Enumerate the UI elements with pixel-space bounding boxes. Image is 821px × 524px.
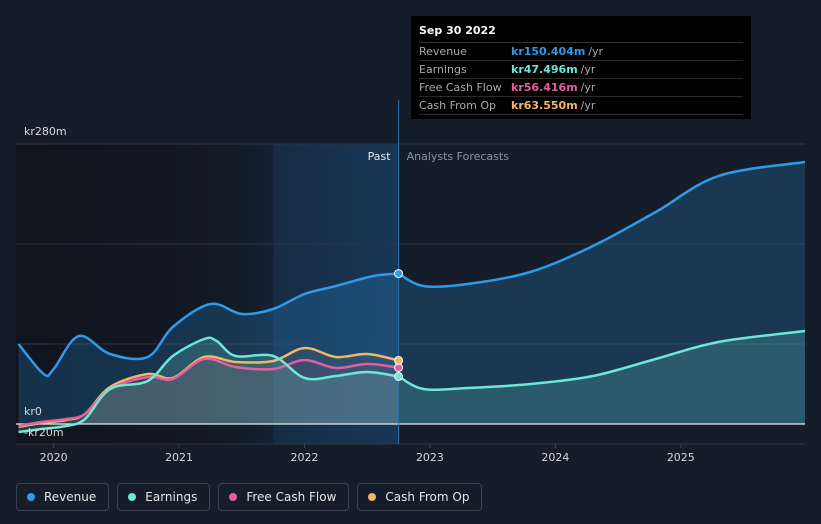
- marker-revenue: [394, 269, 404, 279]
- forecast-label: Analysts Forecasts: [407, 150, 510, 163]
- legend-revenue[interactable]: Revenue: [16, 483, 110, 511]
- earnings-dot-icon: [128, 493, 137, 501]
- tooltip-label: Cash From Op: [419, 99, 497, 112]
- tooltip: Sep 30 2022 Revenue kr150.404m /yr Earni…: [411, 16, 751, 119]
- past-region: [16, 144, 399, 444]
- x-tick-label: 2025: [667, 451, 695, 464]
- legend-label: Free Cash Flow: [246, 490, 337, 504]
- series-area-free-cash-flow: [18, 358, 399, 426]
- tooltip-unit: /yr: [588, 45, 604, 58]
- tooltip-unit: /yr: [580, 99, 596, 112]
- series-line-free-cash-flow: [18, 357, 399, 428]
- x-tick-label: 2023: [416, 451, 444, 464]
- series-area-cash-from-op: [18, 347, 399, 427]
- tooltip-row-cfo: Cash From Op kr63.550m /yr: [419, 97, 743, 115]
- legend-free-cash-flow[interactable]: Free Cash Flow: [218, 483, 350, 511]
- fcf-dot-icon: [229, 493, 238, 501]
- tooltip-row-earnings: Earnings kr47.496m /yr: [419, 61, 743, 79]
- tooltip-row-revenue: Revenue kr150.404m /yr: [419, 43, 743, 61]
- tooltip-label: Revenue: [419, 45, 467, 58]
- tooltip-row-fcf: Free Cash Flow kr56.416m /yr: [419, 79, 743, 97]
- x-tick-label: 2022: [291, 451, 319, 464]
- tooltip-unit: /yr: [580, 63, 596, 76]
- y-label-zero: kr0: [24, 405, 42, 418]
- x-tick-label: 2020: [40, 451, 68, 464]
- marker-cash-from-op: [394, 355, 404, 365]
- x-tick-label: 2024: [541, 451, 569, 464]
- series-line-earnings: [18, 336, 399, 434]
- legend-label: Earnings: [145, 490, 198, 504]
- tooltip-value: kr150.404m: [511, 45, 586, 58]
- tooltip-label: Earnings: [419, 63, 467, 76]
- series-line-revenue: [17, 272, 399, 378]
- y-label-top: kr280m: [24, 125, 67, 138]
- legend-label: Cash From Op: [385, 490, 470, 504]
- tooltip-label: Free Cash Flow: [419, 81, 502, 94]
- legend: Revenue Earnings Free Cash Flow Cash Fro…: [16, 483, 483, 511]
- series-forecast-revenue: [397, 160, 806, 288]
- tooltip-date: Sep 30 2022: [419, 24, 743, 43]
- legend-label: Revenue: [44, 490, 97, 504]
- tooltip-value: kr56.416m: [511, 81, 578, 94]
- legend-cash-from-op[interactable]: Cash From Op: [357, 483, 483, 511]
- y-label-bottom: -kr20m: [24, 426, 64, 439]
- past-label: Past: [368, 150, 392, 163]
- tooltip-unit: /yr: [580, 81, 596, 94]
- series-forecast-earnings: [397, 329, 806, 392]
- x-tick-label: 2021: [165, 451, 193, 464]
- tooltip-value: kr47.496m: [511, 63, 578, 76]
- legend-earnings[interactable]: Earnings: [117, 483, 211, 511]
- highlight-region: [273, 144, 399, 444]
- revenue-dot-icon: [27, 493, 35, 501]
- tooltip-value: kr63.550m: [511, 99, 578, 112]
- marker-earnings: [394, 372, 404, 381]
- cfo-dot-icon: [368, 493, 377, 501]
